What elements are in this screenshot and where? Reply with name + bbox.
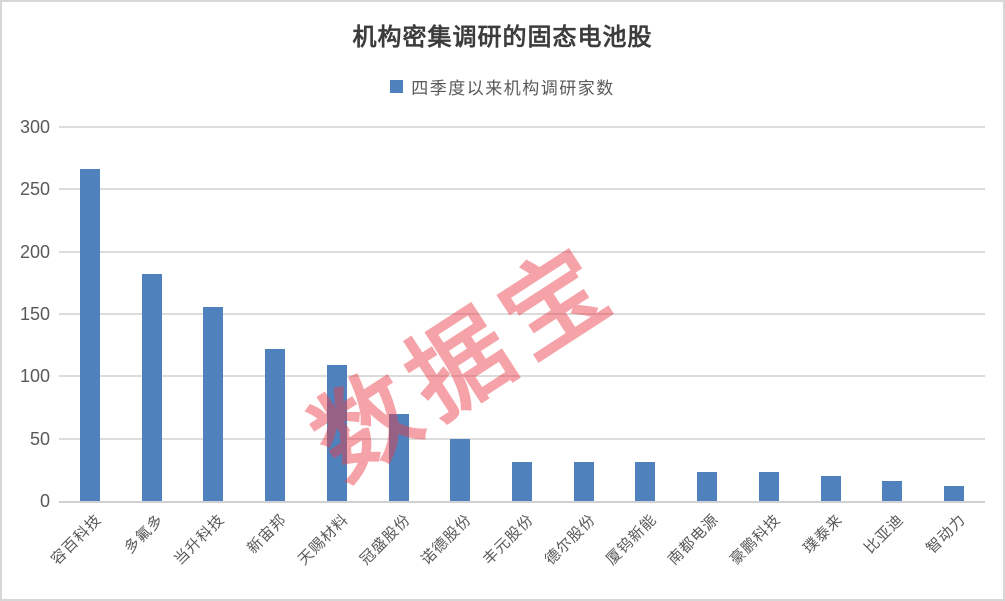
y-tick-label: 50	[29, 428, 50, 449]
bar-智动力	[944, 486, 965, 501]
gridline	[59, 375, 985, 378]
gridline	[59, 126, 985, 128]
bar-冠盛股份	[388, 413, 409, 501]
bar-南都电源	[697, 472, 718, 501]
y-tick-label: 250	[19, 179, 50, 200]
x-tick-label: 豪鹏科技	[726, 511, 785, 569]
bar-当升科技	[203, 306, 224, 501]
gridline	[59, 437, 985, 440]
legend-label: 四季度以来机构调研家数	[411, 79, 615, 98]
x-tick-label: 璞泰来	[799, 511, 846, 558]
y-tick-label: 200	[19, 241, 50, 262]
legend: 四季度以来机构调研家数	[2, 74, 1003, 99]
x-tick-label: 德尔股份	[541, 511, 599, 569]
x-tick-label: 容百科技	[47, 511, 106, 569]
x-tick-label: 天赐材料	[294, 511, 352, 569]
x-tick-label: 多氟多	[120, 511, 167, 558]
x-tick-label: 智动力	[923, 511, 970, 558]
bar-天赐材料	[326, 365, 347, 501]
x-tick-label: 诺德股份	[418, 511, 476, 569]
legend-marker-icon	[390, 80, 404, 93]
bar-丰元股份	[512, 462, 532, 501]
bar-璞泰来	[820, 476, 841, 501]
x-tick-label: 新宙邦	[244, 511, 291, 558]
bar-豪鹏科技	[758, 472, 779, 501]
y-tick-label: 300	[19, 117, 50, 137]
bar-德尔股份	[573, 462, 594, 501]
bar-新宙邦	[265, 348, 286, 501]
y-tick-label: 0	[39, 491, 50, 511]
gridline	[59, 188, 985, 191]
chart-title: 机构密集调研的固态电池股	[352, 24, 653, 51]
x-tick-label: 比亚迪	[861, 511, 908, 558]
gridline	[59, 313, 985, 315]
y-tick-label: 100	[19, 366, 50, 387]
x-tick-label: 南都电源	[665, 511, 723, 569]
x-tick-label: 冠盛股份	[356, 511, 414, 569]
bar-厦钨新能	[635, 462, 656, 501]
bar-多氟多	[141, 274, 162, 501]
x-tick-label: 当升科技	[171, 511, 229, 569]
plot-area	[59, 126, 985, 503]
bar-比亚迪	[882, 481, 903, 501]
y-tick-label: 150	[19, 304, 50, 324]
gridline	[59, 250, 985, 253]
bar-容百科技	[79, 169, 100, 501]
bar-诺德股份	[450, 438, 471, 501]
x-tick-label: 厦钨新能	[603, 511, 661, 569]
x-tick-label: 丰元股份	[479, 511, 538, 569]
